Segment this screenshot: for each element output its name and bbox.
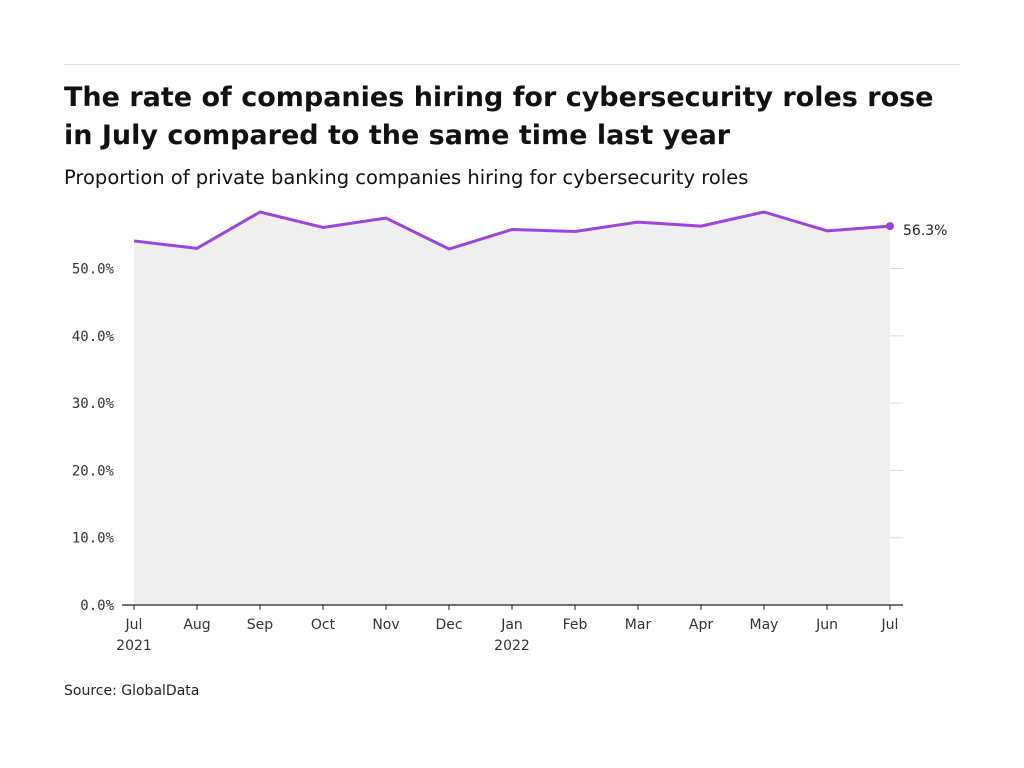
x-tick-label: Nov (372, 617, 399, 633)
y-tick-label: 20.0% (72, 463, 115, 479)
x-axis: Jul 2021 Aug Sep Oct Nov Dec Jan 2022 Feb Mar Apr Ma… (116, 604, 903, 654)
x-tick-label: Jan 2022 (494, 617, 530, 654)
end-point-marker (886, 222, 894, 231)
x-tick-label: Oct (311, 617, 336, 633)
x-tick-label: May (750, 617, 779, 633)
y-tick-label: 10.0% (72, 531, 115, 547)
x-tick-label: Apr (689, 617, 713, 633)
x-tick-label: Feb (563, 617, 588, 633)
series-line (133, 210, 891, 251)
x-tick-label: Dec (435, 617, 462, 633)
x-tick-label: Aug (183, 617, 210, 633)
y-tick-label: 40.0% (72, 329, 115, 345)
x-tick-label: Sep (247, 617, 274, 633)
source-note: Source: GlobalData (64, 683, 200, 699)
top-divider (64, 64, 960, 65)
end-value-label: 56.3% (903, 223, 947, 239)
y-tick-label: 0.0% (80, 598, 114, 614)
y-tick-label: 30.0% (72, 396, 115, 412)
x-tick-label: Jun (815, 617, 838, 633)
chart-subtitle: Proportion of private banking companies … (64, 166, 749, 189)
y-axis: 0.0% 10.0% 20.0% 30.0% 40.0% 50.0% (72, 262, 115, 614)
series-area (134, 212, 890, 605)
y-tick-label: 50.0% (72, 262, 115, 278)
x-tick-label: Mar (625, 617, 652, 633)
x-tick-label: Jul 2021 (116, 617, 152, 654)
data-points (886, 222, 894, 231)
x-tick-label: Jul (881, 617, 899, 633)
chart-title: The rate of companies hiring for cyberse… (64, 82, 934, 151)
